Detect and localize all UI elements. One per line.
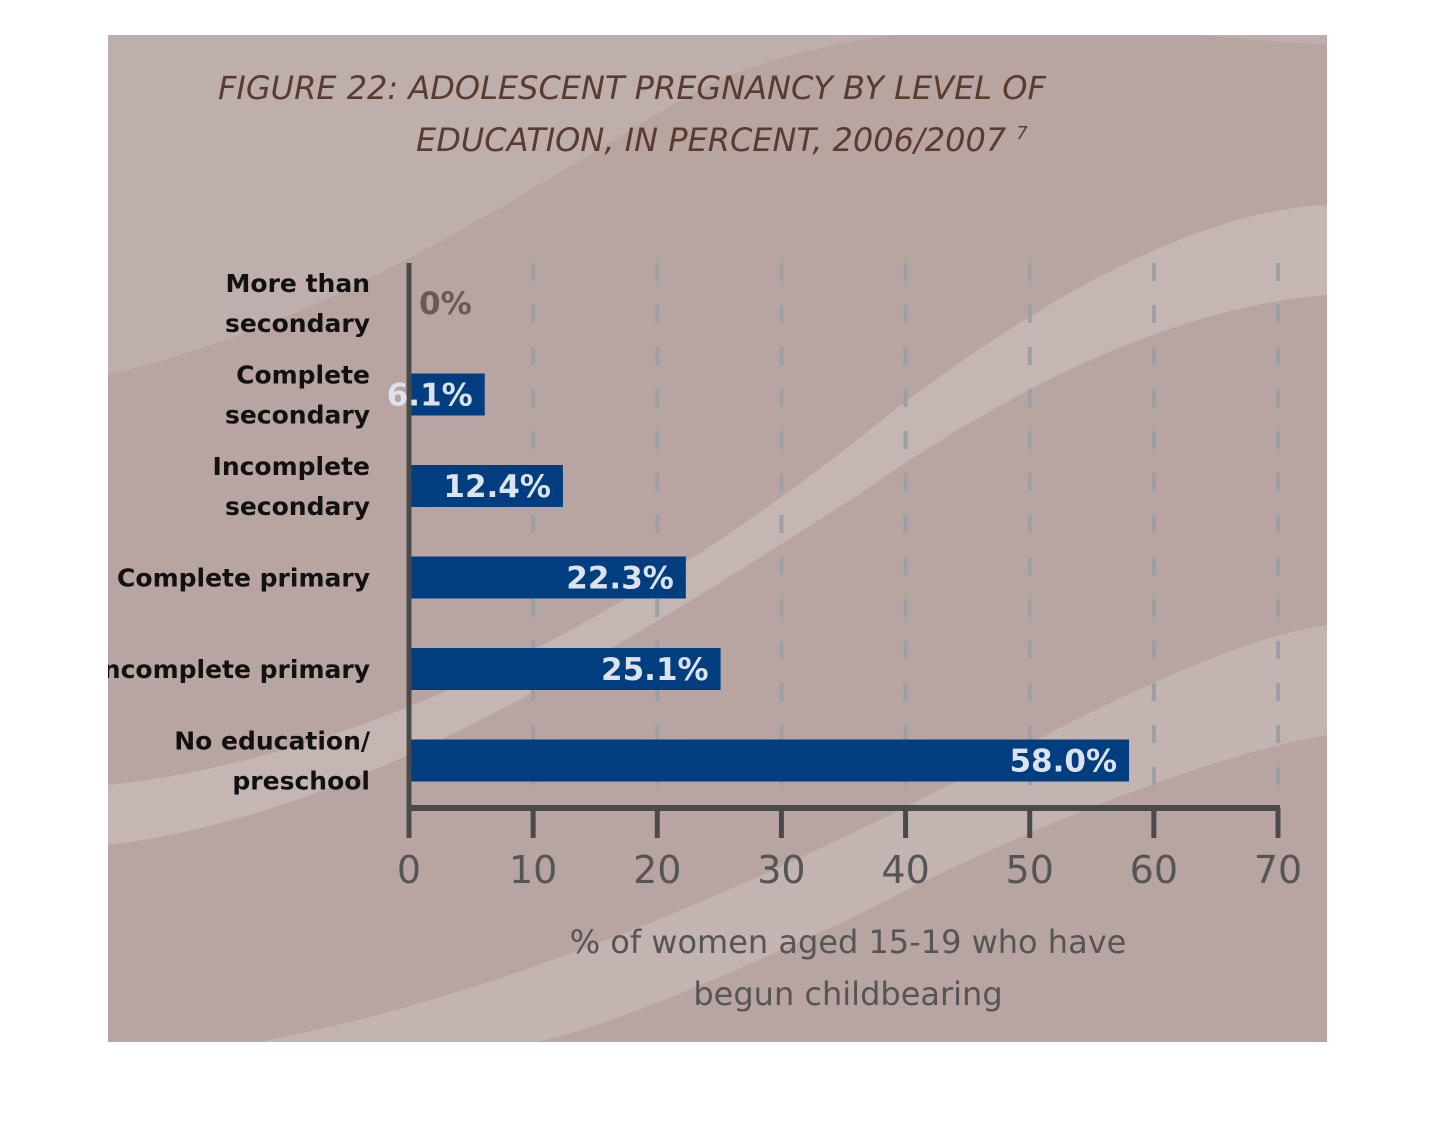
data-label: 12.4% <box>443 469 551 505</box>
category-label: No education/ <box>174 727 371 756</box>
category-label: Incomplete primary <box>108 655 370 684</box>
x-tick-label: 60 <box>1130 848 1178 892</box>
category-label: secondary <box>225 401 370 430</box>
bar <box>411 648 721 690</box>
data-label: 0% <box>419 286 472 322</box>
chart-title-text: EDUCATION, IN PERCENT, 2006/2007 <box>416 121 1007 159</box>
data-label: 25.1% <box>601 652 709 688</box>
x-tick-label: 70 <box>1254 848 1302 892</box>
chart-panel: FIGURE 22: ADOLESCENT PREGNANCY BY LEVEL… <box>108 35 1327 1042</box>
background-band <box>108 205 1327 845</box>
chart-title-line-2: EDUCATION, IN PERCENT, 2006/2007 7 <box>416 121 1028 159</box>
x-tick-label: 20 <box>633 848 681 892</box>
category-label: Incomplete <box>213 452 370 481</box>
bar-chart: FIGURE 22: ADOLESCENT PREGNANCY BY LEVEL… <box>108 35 1327 1042</box>
grid-lines <box>531 263 1280 802</box>
category-label: More than <box>226 269 370 298</box>
x-tick-label: 0 <box>397 848 421 892</box>
bar <box>411 373 485 416</box>
bars <box>411 373 1130 782</box>
category-label: Complete primary <box>117 564 370 593</box>
x-axis-label-line-2: begun childbearing <box>693 975 1002 1013</box>
labels: 0 10 20 30 40 50 60 70 0% More than secondary 6.1% C… <box>108 269 1302 892</box>
x-tick-label: 50 <box>1006 848 1054 892</box>
x-axis-label-line-1: % of women aged 15-19 who have <box>570 923 1127 961</box>
category-label: secondary <box>225 492 370 521</box>
background-band <box>258 625 1327 1042</box>
chart-title-superscript: 7 <box>1016 123 1028 144</box>
axes <box>406 263 1281 838</box>
data-label: 58.0% <box>1009 744 1117 780</box>
category-label: Complete <box>236 361 370 390</box>
category-label: preschool <box>232 767 370 796</box>
background-band <box>108 35 1327 375</box>
bar <box>411 465 563 507</box>
x-tick-label: 30 <box>757 848 805 892</box>
bar <box>411 739 1130 782</box>
category-label: secondary <box>225 309 370 338</box>
data-label: 6.1% <box>387 378 473 414</box>
bar <box>411 556 686 599</box>
data-label: 22.3% <box>566 561 674 597</box>
chart-title-line-1: FIGURE 22: ADOLESCENT PREGNANCY BY LEVEL… <box>218 69 1046 107</box>
x-tick-label: 10 <box>509 848 557 892</box>
x-tick-label: 40 <box>881 848 929 892</box>
